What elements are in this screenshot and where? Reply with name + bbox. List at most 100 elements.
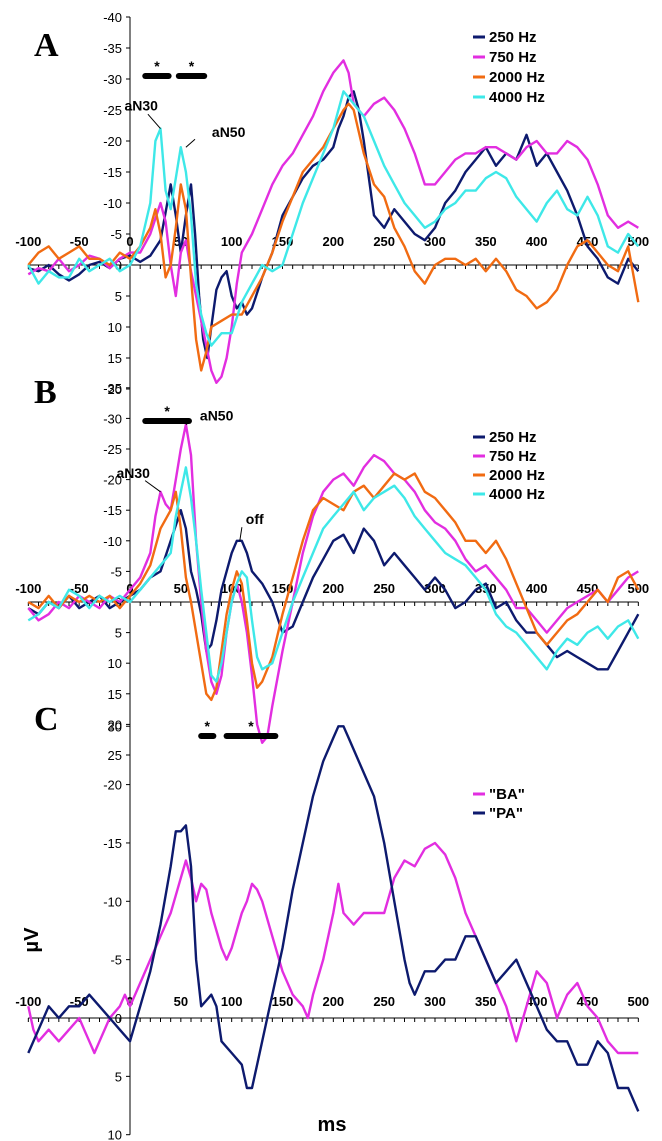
panel-a-annotation-label: aN50 — [212, 124, 246, 140]
panel-c-ytick-label: 0 — [115, 1011, 122, 1026]
panel-b-ytick-label: -20 — [103, 473, 122, 488]
panel-a-legend-label: 250 Hz — [489, 29, 537, 46]
panel-a-ytick-label: -40 — [103, 10, 122, 25]
panel-c-legend-label: "PA" — [489, 805, 523, 822]
panel-a-ytick-label: -25 — [103, 103, 122, 118]
panel-a-ytick-label: -35 — [103, 41, 122, 56]
panel-a-significance-star: * — [154, 58, 160, 74]
panel-a-xtick-label: 100 — [221, 234, 243, 249]
panel-c-significance-star: * — [248, 718, 254, 734]
panel-a-significance: * * — [142, 58, 208, 79]
panel-a-series-3 — [27, 90, 640, 347]
panel-a-xtick-label: 500 — [627, 234, 649, 249]
panel-b-series — [27, 423, 640, 744]
panel-c-xtick-label: 350 — [475, 994, 497, 1009]
panel-c-xtick-label: 0 — [126, 994, 133, 1009]
panel-c-series-1 — [27, 725, 640, 1112]
panel-b-annotation-label: aN30 — [117, 465, 151, 481]
panel-a-ytick-label: -20 — [103, 134, 122, 149]
panel-b-ytick-label: 5 — [115, 626, 122, 641]
panel-b-ytick-label: 15 — [108, 687, 122, 702]
panel-a-ytick-label: 15 — [108, 351, 122, 366]
panel-b-series-2 — [27, 472, 640, 702]
panel-c-xtick-label: 250 — [373, 994, 395, 1009]
panel-a-xtick-label: -50 — [70, 234, 89, 249]
panel-c-xtick-label: 100 — [221, 994, 243, 1009]
panel-a-ytick-label: 0 — [115, 258, 122, 273]
panel-b-legend: 250 Hz 750 Hz 2000 Hz 4000 Hz — [473, 429, 545, 503]
panel-c-ytick-label: 10 — [108, 1128, 122, 1141]
panel-b-significance: * — [142, 403, 192, 424]
panel-c-xtick-label: -100 — [15, 994, 41, 1009]
panel-a-series-1 — [27, 59, 639, 384]
panel-c-xtick-label: 50 — [174, 994, 188, 1009]
panel-b-ytick-label: 20 — [108, 717, 122, 732]
panel-c-xlabel: ms — [318, 1114, 347, 1136]
panel-c-ytick-label: -20 — [103, 778, 122, 793]
panel-b-xtick-label: -50 — [70, 581, 89, 596]
panel-c-xtick-label: 400 — [526, 994, 548, 1009]
panel-a-significance-star: * — [189, 58, 195, 74]
panel-b-letter: B — [34, 374, 57, 411]
panel-b-ytick-label: -35 — [103, 381, 122, 396]
panel-b-significance-star: * — [164, 403, 170, 419]
panel-c-ytick-label: -10 — [103, 894, 122, 909]
panel-b-annotation-leader — [239, 527, 243, 541]
panel-b-ytick-label: 10 — [108, 656, 122, 671]
panel-a-xtick-label: 400 — [526, 234, 548, 249]
panel-c-ytick-label: -15 — [103, 836, 122, 851]
panel-c-ylabel: µV — [21, 927, 43, 953]
panel-b-ytick-label: 25 — [108, 748, 122, 763]
panel-a-xtick-label: 250 — [373, 234, 395, 249]
panel-b-series-1 — [27, 423, 639, 744]
panel-a-legend-label: 750 Hz — [489, 49, 537, 66]
panel-b-ytick-label: -30 — [103, 411, 122, 426]
panel-c-ytick-label: 5 — [115, 1069, 122, 1084]
panel-a-xtick-label: 200 — [322, 234, 344, 249]
panel-c-xtick-label: 300 — [424, 994, 446, 1009]
panel-c-legend: "BA" "PA" — [473, 786, 525, 822]
panel-a-legend: 250 Hz 750 Hz 2000 Hz 4000 Hz — [473, 29, 545, 106]
panel-a-ytick-label: -15 — [103, 165, 122, 180]
panel-b-ytick-label: -15 — [103, 503, 122, 518]
panel-b-xtick-label: 200 — [322, 581, 344, 596]
panel-c-ytick-label: -5 — [110, 953, 122, 968]
panel-b-legend-label: 750 Hz — [489, 448, 537, 465]
panel-c-letter: C — [34, 701, 59, 738]
panel-b-annotation-label: aN50 — [200, 408, 234, 424]
panel-b-legend-label: 2000 Hz — [489, 467, 545, 484]
panel-b-xtick-label: 250 — [373, 581, 395, 596]
panel-b-ytick-label: -25 — [103, 442, 122, 457]
panel-a-letter: A — [34, 27, 59, 64]
panel-c-ytick-label: 30 — [108, 719, 122, 734]
panel-b-xtick-label: -100 — [15, 581, 41, 596]
panel-a-legend-label: 2000 Hz — [489, 69, 545, 86]
panel-b-annotation-label: off — [246, 511, 264, 527]
panel-b-annotations: aN30 aN50 off — [117, 408, 264, 541]
panel-c-legend-label: "BA" — [489, 786, 525, 803]
panel-c-xtick-label: 150 — [272, 994, 294, 1009]
panel-a-ytick-label: -10 — [103, 196, 122, 211]
panel-c-xtick-label: 500 — [627, 994, 649, 1009]
panel-c-series-0 — [27, 841, 639, 1055]
panel-a-ytick-label: 5 — [115, 289, 122, 304]
panel-a-annotation-leader — [147, 113, 161, 129]
panel-c-significance-star: * — [205, 718, 211, 734]
panel-a-annotation-leader — [185, 138, 196, 148]
panel-a-ytick-label: -30 — [103, 72, 122, 87]
panel-a-xtick-label: 350 — [475, 234, 497, 249]
panel-a-xtick-label: 0 — [126, 234, 133, 249]
panel-a-legend-label: 4000 Hz — [489, 89, 545, 106]
panel-a-xtick-label: -100 — [15, 234, 41, 249]
panel-b-ytick-label: -10 — [103, 534, 122, 549]
panel-b-annotation-leader — [185, 420, 192, 425]
panel-b-legend-label: 4000 Hz — [489, 486, 545, 503]
panel-a-ytick-label: 10 — [108, 320, 122, 335]
